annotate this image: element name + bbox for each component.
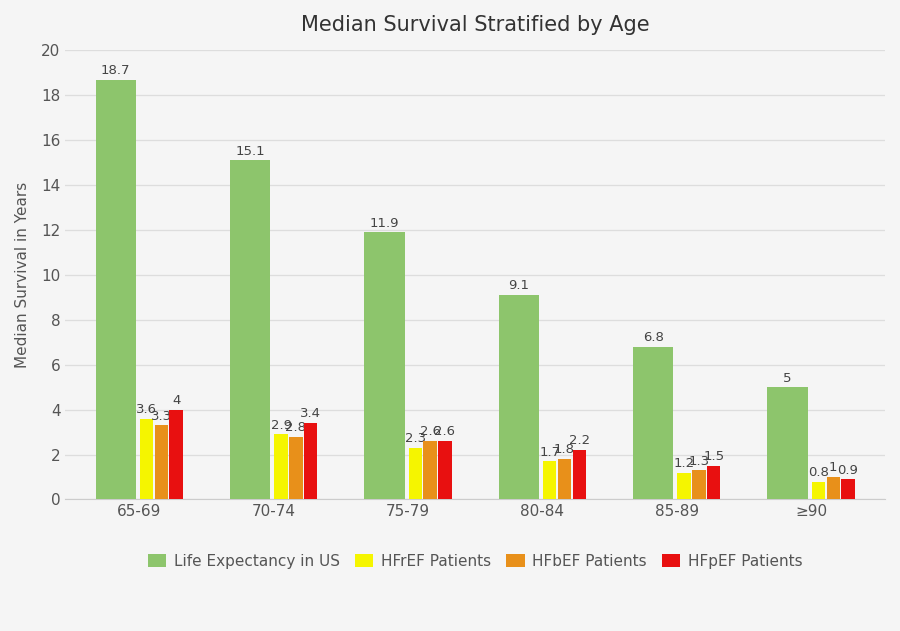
Text: 0.9: 0.9 — [838, 464, 859, 476]
Text: 1.2: 1.2 — [673, 457, 695, 470]
Bar — [572, 450, 586, 500]
Bar — [364, 232, 405, 500]
Bar — [707, 466, 720, 500]
Bar — [274, 434, 288, 500]
Bar — [692, 470, 706, 500]
Bar — [678, 473, 691, 500]
Bar — [230, 160, 270, 500]
Bar — [155, 425, 168, 500]
Bar — [289, 437, 302, 500]
Bar — [768, 387, 807, 500]
Text: 3.3: 3.3 — [151, 410, 172, 423]
Bar — [140, 418, 153, 500]
Text: 6.8: 6.8 — [643, 331, 663, 344]
Text: 4: 4 — [172, 394, 180, 407]
Y-axis label: Median Survival in Years: Median Survival in Years — [15, 182, 30, 368]
Bar — [499, 295, 539, 500]
Text: 18.7: 18.7 — [101, 64, 130, 77]
Bar — [438, 441, 452, 500]
Bar — [543, 461, 556, 500]
Bar — [842, 480, 855, 500]
Bar — [169, 410, 183, 500]
Text: 2.6: 2.6 — [419, 425, 441, 439]
Bar — [826, 477, 840, 500]
Text: 2.8: 2.8 — [285, 421, 306, 434]
Bar — [558, 459, 572, 500]
Text: 15.1: 15.1 — [235, 144, 265, 158]
Text: 2.2: 2.2 — [569, 434, 590, 447]
Text: 11.9: 11.9 — [370, 216, 400, 230]
Text: 1.3: 1.3 — [688, 454, 709, 468]
Legend: Life Expectancy in US, HFrEF Patients, HFbEF Patients, HFpEF Patients: Life Expectancy in US, HFrEF Patients, H… — [141, 548, 809, 575]
Text: 3.4: 3.4 — [300, 408, 321, 420]
Text: 9.1: 9.1 — [508, 280, 529, 293]
Bar — [633, 347, 673, 500]
Title: Median Survival Stratified by Age: Median Survival Stratified by Age — [301, 15, 650, 35]
Text: 1: 1 — [829, 461, 838, 475]
Text: 5: 5 — [783, 372, 792, 384]
Bar — [95, 80, 136, 500]
Text: 2.3: 2.3 — [405, 432, 426, 445]
Text: 1.7: 1.7 — [539, 445, 561, 459]
Text: 1.8: 1.8 — [554, 444, 575, 456]
Bar — [423, 441, 436, 500]
Text: 1.5: 1.5 — [703, 450, 724, 463]
Text: 3.6: 3.6 — [136, 403, 158, 416]
Text: 2.9: 2.9 — [271, 419, 292, 432]
Bar — [304, 423, 318, 500]
Text: 0.8: 0.8 — [808, 466, 829, 479]
Bar — [812, 481, 825, 500]
Text: 2.6: 2.6 — [435, 425, 455, 439]
Bar — [409, 448, 422, 500]
